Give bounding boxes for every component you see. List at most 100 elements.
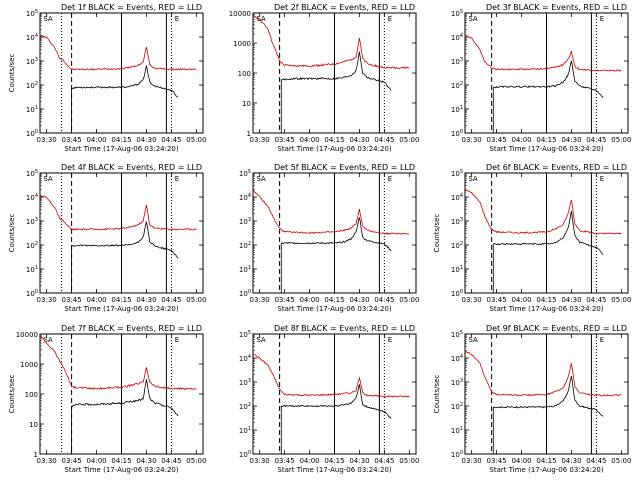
y-axis-label: Counts/sec xyxy=(8,375,16,414)
detector-plot-4: Det 4f BLACK = Events, RED = LLD 100 101 10… xyxy=(8,163,206,313)
x-tick-label: 05:00 xyxy=(186,296,206,304)
x-tick-label: 05:00 xyxy=(611,296,631,304)
event-marker-label: SA xyxy=(43,15,53,23)
event-marker-label: SA xyxy=(43,336,53,344)
y-tick-label: 100 xyxy=(451,289,463,298)
y-tick-label: 102 xyxy=(239,241,251,250)
x-tick-label: 04:00 xyxy=(511,457,531,465)
x-tick-label: 03:45 xyxy=(62,136,82,144)
x-tick-label: 04:30 xyxy=(561,136,581,144)
lld-series-line xyxy=(464,189,622,235)
x-axis-label: Start Time (17-Aug-06 03:24:20) xyxy=(489,145,603,153)
x-tick-label: 04:30 xyxy=(136,457,156,465)
plot-title: Det 4f BLACK = Events, RED = LLD xyxy=(61,163,202,172)
plot-title: Det 1f BLACK = Events, RED = LLD xyxy=(61,3,202,12)
event-marker-label: E xyxy=(388,175,392,183)
x-tick-label: 04:15 xyxy=(111,136,131,144)
y-tick-label: 10000 xyxy=(229,10,251,18)
x-tick-label: 04:15 xyxy=(324,136,344,144)
x-axis-label: Start Time (17-Aug-06 03:24:20) xyxy=(277,466,391,474)
x-tick-label: 05:00 xyxy=(399,296,419,304)
y-tick-label: 103 xyxy=(451,378,463,387)
x-tick-label: 04:15 xyxy=(324,457,344,465)
y-tick-label: 104 xyxy=(451,193,463,202)
x-tick-label: 04:15 xyxy=(111,457,131,465)
plot-title: Det 7f BLACK = Events, RED = LLD xyxy=(61,324,202,333)
y-tick-label: 1000 xyxy=(233,40,251,48)
plot-title: Det 6f BLACK = Events, RED = LLD xyxy=(486,163,627,172)
y-tick-label: 101 xyxy=(451,105,463,114)
y-tick-label: 101 xyxy=(451,426,463,435)
events-series-line xyxy=(493,210,604,255)
detector-plot-3: Det 3f BLACK = Events, RED = LLD 100 101 10… xyxy=(451,3,632,153)
event-marker-label: SA xyxy=(468,336,478,344)
y-tick-label: 103 xyxy=(239,217,251,226)
y-tick-label: 100 xyxy=(239,289,251,298)
y-tick-label: 100 xyxy=(451,450,463,459)
events-series-line xyxy=(71,221,179,259)
y-axis-label: Counts/sec xyxy=(433,375,441,414)
x-tick-label: 04:45 xyxy=(374,136,394,144)
events-series-line xyxy=(281,384,392,419)
x-tick-label: 04:30 xyxy=(349,136,369,144)
event-marker-label: SA xyxy=(43,175,53,183)
y-tick-label: 10000 xyxy=(16,331,38,339)
detector-plot-5: Det 5f BLACK = Events, RED = LLD 100 101 10… xyxy=(239,163,420,313)
event-marker-label: SA xyxy=(256,336,266,344)
detector-plot-6: Det 6f BLACK = Events, RED = LLD 100 101 10… xyxy=(433,163,631,313)
plot-title: Det 8f BLACK = Events, RED = LLD xyxy=(274,324,415,333)
x-tick-label: 04:30 xyxy=(136,136,156,144)
x-tick-label: 03:30 xyxy=(37,296,57,304)
event-marker-label: E xyxy=(175,15,179,23)
x-tick-label: 03:30 xyxy=(250,296,270,304)
detector-plot-1: Det 1f BLACK = Events, RED = LLD 100 101 10… xyxy=(8,3,206,153)
x-tick-label: 03:30 xyxy=(250,457,270,465)
y-axis-label: Counts/sec xyxy=(433,214,441,253)
x-axis-label: Start Time (17-Aug-06 03:24:20) xyxy=(277,305,391,313)
lld-series-line xyxy=(464,350,622,397)
x-tick-label: 03:45 xyxy=(62,457,82,465)
event-marker-label: E xyxy=(388,336,392,344)
x-tick-label: 04:45 xyxy=(586,136,606,144)
x-tick-label: 04:00 xyxy=(299,457,319,465)
y-tick-label: 103 xyxy=(26,217,38,226)
plot-title: Det 3f BLACK = Events, RED = LLD xyxy=(486,3,627,12)
lld-series-line xyxy=(39,34,197,71)
x-tick-label: 04:15 xyxy=(536,136,556,144)
y-tick-label: 105 xyxy=(451,330,463,339)
y-tick-label: 105 xyxy=(451,9,463,18)
y-tick-label: 102 xyxy=(26,81,38,90)
x-tick-label: 05:00 xyxy=(186,136,206,144)
x-tick-label: 04:30 xyxy=(136,296,156,304)
y-tick-label: 1 xyxy=(247,130,251,138)
events-series-line xyxy=(493,376,604,417)
x-tick-label: 04:00 xyxy=(511,136,531,144)
y-tick-label: 102 xyxy=(26,241,38,250)
y-tick-label: 105 xyxy=(239,330,251,339)
detector-plot-7: Det 7f BLACK = Events, RED = LLD 1 10 100 10… xyxy=(8,324,206,474)
x-tick-label: 03:45 xyxy=(62,296,82,304)
x-axis-label: Start Time (17-Aug-06 03:24:20) xyxy=(64,145,178,153)
y-axis-label: Counts/sec xyxy=(8,54,16,93)
event-marker-label: E xyxy=(175,336,179,344)
x-tick-label: 03:45 xyxy=(487,457,507,465)
detector-plot-2: Det 2f BLACK = Events, RED = LLD 1 10 100 10… xyxy=(229,3,420,153)
y-tick-label: 102 xyxy=(451,81,463,90)
x-tick-label: 03:30 xyxy=(37,457,57,465)
x-axis-label: Start Time (17-Aug-06 03:24:20) xyxy=(277,145,391,153)
x-tick-label: 04:15 xyxy=(536,296,556,304)
x-tick-label: 04:45 xyxy=(374,457,394,465)
y-tick-label: 10 xyxy=(29,421,38,429)
x-tick-label: 03:45 xyxy=(275,457,295,465)
event-marker-label: SA xyxy=(468,175,478,183)
event-marker-label: SA xyxy=(468,15,478,23)
plot-title: Det 2f BLACK = Events, RED = LLD xyxy=(274,3,415,12)
x-tick-label: 04:15 xyxy=(324,296,344,304)
x-tick-label: 03:30 xyxy=(37,136,57,144)
x-tick-label: 04:00 xyxy=(86,296,106,304)
x-axis-label: Start Time (17-Aug-06 03:24:20) xyxy=(489,466,603,474)
event-marker-label: E xyxy=(388,15,392,23)
y-tick-label: 100 xyxy=(26,129,38,138)
event-marker-label: SA xyxy=(256,175,266,183)
